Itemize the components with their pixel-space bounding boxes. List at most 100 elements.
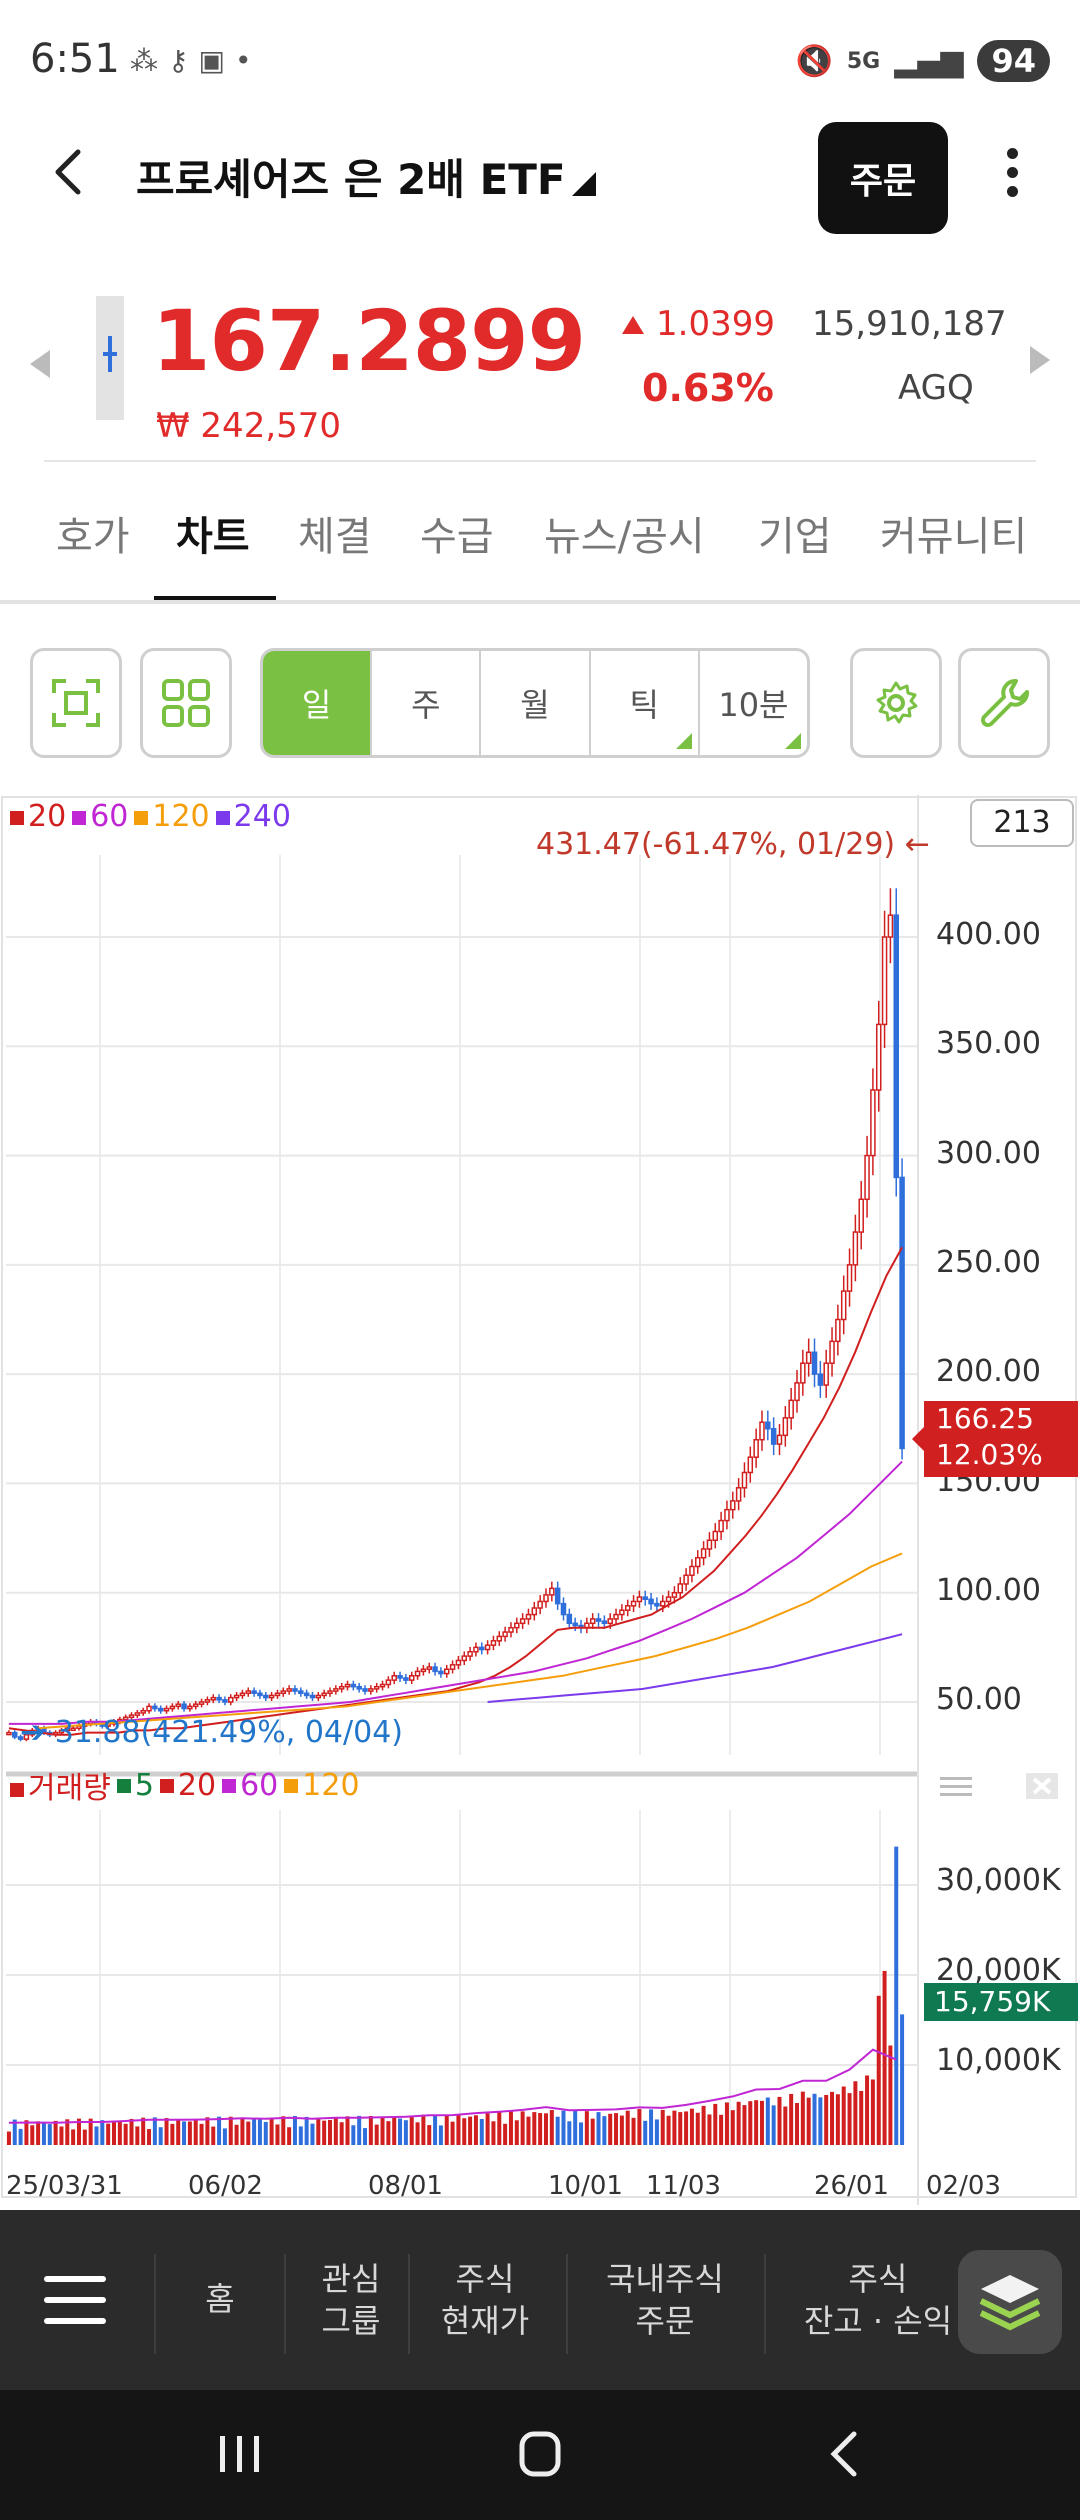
legend-ma20: 20 [10, 799, 66, 834]
volume-bar [339, 2122, 344, 2145]
volume-bar [602, 2116, 607, 2145]
y-tick-label: 250.00 [936, 1245, 1041, 1280]
pane-close-icon[interactable] [1022, 1771, 1062, 1801]
candle-count-box[interactable]: 213 [970, 799, 1074, 847]
candle-body [852, 1231, 859, 1266]
candle-body [17, 1736, 24, 1740]
volume-bar [211, 2126, 216, 2145]
volume-bar [111, 2121, 116, 2145]
volume-bar [433, 2114, 438, 2145]
volume-bar [24, 2120, 29, 2145]
tab-news[interactable]: 뉴스/공시 [544, 514, 705, 560]
nav-home[interactable]: 홈 [205, 2280, 235, 2318]
tab-trades[interactable]: 체결 [298, 514, 372, 560]
volume-bar [82, 2129, 87, 2145]
ma60-line [8, 1460, 903, 1725]
volume-bar [754, 2100, 759, 2145]
volume-bar [514, 2120, 519, 2145]
volume-bar [473, 2115, 478, 2145]
candle-body [350, 1683, 357, 1688]
nav-domestic-order[interactable]: 국내주식 주문 [606, 2260, 724, 2340]
layers-button[interactable] [958, 2250, 1062, 2354]
back-icon[interactable] [816, 2426, 876, 2482]
recent-apps-icon[interactable] [210, 2426, 270, 2482]
layout-grid-button[interactable] [140, 648, 232, 758]
back-arrow-icon[interactable] [40, 142, 100, 202]
tab-company[interactable]: 기업 [758, 514, 832, 560]
candle-body [840, 1290, 847, 1321]
prev-stock-arrow-icon[interactable] [30, 350, 50, 378]
volume-bar [468, 2116, 473, 2145]
chart-settings-button[interactable] [850, 648, 942, 758]
volume-bar [304, 2116, 309, 2145]
period-week[interactable]: 주 [372, 651, 482, 755]
stock-name[interactable]: 프로셰어즈 은 2배 ETF [136, 155, 566, 204]
volume-bar [806, 2097, 811, 2145]
layers-icon [979, 2275, 1041, 2331]
candle-body [175, 1703, 181, 1708]
volume-bar [275, 2124, 280, 2145]
volume-bar [427, 2125, 432, 2145]
candle-body [64, 1727, 71, 1732]
volume-bar [269, 2117, 274, 2145]
chart-toolbar: 일 주 월 틱 10분 [0, 640, 1080, 760]
tab-chart[interactable]: 차트 [176, 514, 250, 560]
volume-bar [281, 2116, 286, 2145]
volume-bar [800, 2091, 805, 2145]
candle-body [467, 1650, 473, 1657]
candle-body [823, 1362, 829, 1386]
tab-community[interactable]: 커뮤니티 [880, 514, 1028, 560]
volume-bar [637, 2109, 642, 2145]
volume-bar [666, 2115, 671, 2145]
candle-body [683, 1574, 689, 1585]
volume-bar [847, 2093, 852, 2145]
nav-stock-quote[interactable]: 주식 현재가 [440, 2260, 530, 2340]
candle-body [473, 1646, 479, 1653]
price-volume-chart[interactable] [0, 795, 1080, 2205]
volume-bar [596, 2112, 601, 2145]
tab-hoga[interactable]: 호가 [56, 514, 130, 560]
period-day[interactable]: 일 [263, 651, 373, 755]
volume-bar [392, 2117, 397, 2145]
chart-area[interactable]: 20 60 120 240 213 431.47(-61.47%, 01/29)… [0, 795, 1080, 2205]
submenu-corner-icon [675, 733, 692, 749]
candle-body [730, 1500, 736, 1511]
period-month[interactable]: 월 [481, 651, 591, 755]
candle-body [613, 1613, 619, 1620]
nav-watch-group[interactable]: 관심 그룹 [321, 2260, 381, 2340]
nav-divider [408, 2254, 410, 2354]
chart-tools-button[interactable] [958, 648, 1050, 758]
hamburger-menu-icon[interactable] [44, 2276, 106, 2324]
home-icon[interactable] [510, 2426, 570, 2482]
chart-frame [1, 796, 1077, 2198]
volume-bar [777, 2096, 782, 2145]
legend-vol-ma5: 5 [116, 1768, 154, 1803]
dropdown-caret-icon[interactable] [572, 172, 596, 196]
pane-resize-icon[interactable] [936, 1771, 976, 1801]
candle-body [6, 1731, 12, 1736]
volume-bar [176, 2119, 181, 2145]
candle-body [187, 1705, 193, 1710]
fullscreen-icon [52, 679, 100, 727]
volume-bar [649, 2109, 654, 2145]
period-month-label: 월 [520, 686, 550, 724]
next-stock-arrow-icon[interactable] [1030, 346, 1050, 374]
tab-supply[interactable]: 수급 [420, 514, 494, 560]
volume-bar [351, 2125, 356, 2145]
volume-bar [485, 2113, 490, 2145]
volume-bar [403, 2120, 408, 2145]
fullscreen-button[interactable] [30, 648, 122, 758]
volume-bar [368, 2115, 373, 2145]
order-button[interactable]: 주문 [818, 122, 948, 234]
period-10min[interactable]: 10분 [700, 651, 807, 755]
volume-bar [608, 2113, 613, 2145]
candle-body [765, 1421, 771, 1430]
nav-balance[interactable]: 주식 잔고 · 손익 [803, 2260, 953, 2340]
volume-bar [724, 2102, 729, 2145]
volume-bar [771, 2105, 776, 2145]
period-tick[interactable]: 틱 [591, 651, 700, 755]
candle-body [531, 1607, 538, 1616]
candle-body [379, 1683, 386, 1688]
more-menu-icon[interactable] [992, 142, 1032, 212]
candle-body [432, 1666, 438, 1673]
